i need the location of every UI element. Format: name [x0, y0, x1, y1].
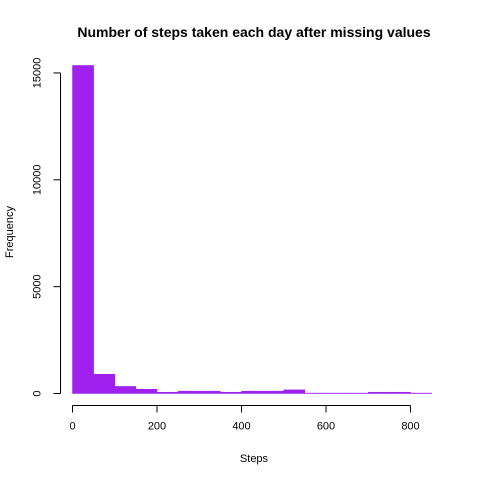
histogram-bar	[389, 392, 410, 393]
y-tick-label: 0	[32, 390, 44, 396]
histogram-bar	[284, 390, 305, 394]
x-tick-label: 200	[148, 421, 166, 433]
histogram-bar	[368, 392, 389, 393]
x-axis: 0 200 400 600 800	[69, 406, 419, 433]
y-tick-label: 15000	[32, 58, 44, 89]
x-tick-label: 0	[69, 421, 75, 433]
histogram-bar	[242, 391, 263, 393]
x-tick-label: 800	[401, 421, 419, 433]
histogram-bar	[136, 389, 157, 393]
y-axis: 0 5000 10000 15000	[32, 58, 61, 397]
histogram-bar	[199, 391, 220, 393]
histogram-bar	[263, 391, 284, 393]
x-tick-label: 400	[232, 421, 250, 433]
histogram-bar	[73, 65, 94, 393]
y-axis-label: Frequency	[4, 206, 16, 258]
histogram-bar	[115, 386, 136, 393]
x-tick-label: 600	[317, 421, 335, 433]
y-tick-label: 10000	[32, 165, 44, 196]
bars-group	[73, 65, 432, 393]
chart-title: Number of steps taken each day after mis…	[77, 24, 430, 40]
histogram-bar	[178, 391, 199, 393]
x-axis-label: Steps	[240, 453, 269, 465]
histogram-bar	[157, 392, 178, 393]
y-tick-label: 5000	[32, 274, 44, 298]
histogram-bar	[220, 392, 241, 393]
histogram-bar	[94, 374, 115, 393]
